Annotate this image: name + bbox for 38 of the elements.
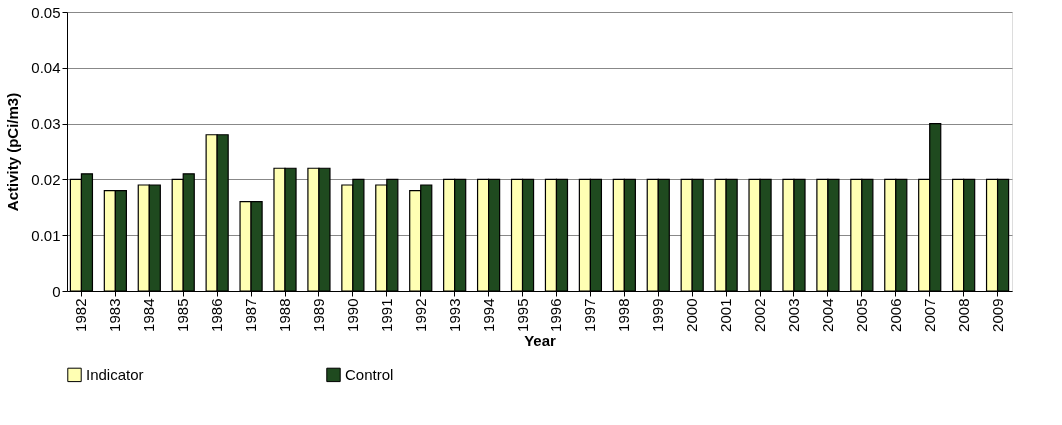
y-tick-label: 0.05 — [31, 3, 61, 21]
x-tick-label: 1998 — [615, 298, 633, 332]
x-tick-label: 2006 — [886, 298, 904, 332]
x-tick-label: 2003 — [784, 298, 802, 332]
y-tick-label: 0 — [52, 282, 61, 300]
y-axis-title: Activity (pCi/m3) — [4, 92, 22, 212]
y-tick-label: 0.02 — [31, 170, 61, 188]
x-tick-label: 1997 — [581, 298, 599, 332]
x-tick-label: 2000 — [683, 298, 701, 332]
x-tick-label: 1989 — [309, 298, 327, 332]
x-tick-label: 1985 — [174, 298, 192, 332]
x-tick-label: 1993 — [445, 298, 463, 332]
x-tick-label: 1992 — [411, 298, 429, 332]
legend-label: Indicator — [86, 365, 144, 383]
x-tick-label: 1986 — [208, 298, 226, 332]
x-tick-label: 1987 — [242, 298, 260, 332]
x-tick-label: 1994 — [479, 298, 497, 332]
x-tick-label: 1991 — [377, 298, 395, 332]
x-tick-label: 1996 — [547, 298, 565, 332]
x-axis-title: Year — [524, 331, 557, 349]
legend-label: Control — [345, 365, 394, 383]
x-tick-label: 2002 — [751, 298, 769, 332]
x-tick-label: 1984 — [140, 298, 158, 332]
x-tick-label: 2004 — [818, 298, 836, 332]
x-tick-label: 1982 — [72, 298, 90, 332]
x-tick-label: 2007 — [920, 298, 938, 332]
x-tick-label: 1995 — [513, 298, 531, 332]
x-tick-label: 2001 — [717, 298, 735, 332]
x-tick-label: 1988 — [276, 298, 294, 332]
y-tick-label: 0.01 — [31, 226, 61, 244]
x-tick-label: 1990 — [343, 298, 361, 332]
y-tick-label: 0.04 — [31, 59, 61, 77]
x-tick-label: 1999 — [649, 298, 667, 332]
x-tick-label: 1983 — [106, 298, 124, 332]
y-tick-label: 0.03 — [31, 115, 61, 133]
x-tick-label: 2009 — [988, 298, 1006, 332]
x-tick-label: 2008 — [954, 298, 972, 332]
x-tick-label: 2005 — [852, 298, 870, 332]
